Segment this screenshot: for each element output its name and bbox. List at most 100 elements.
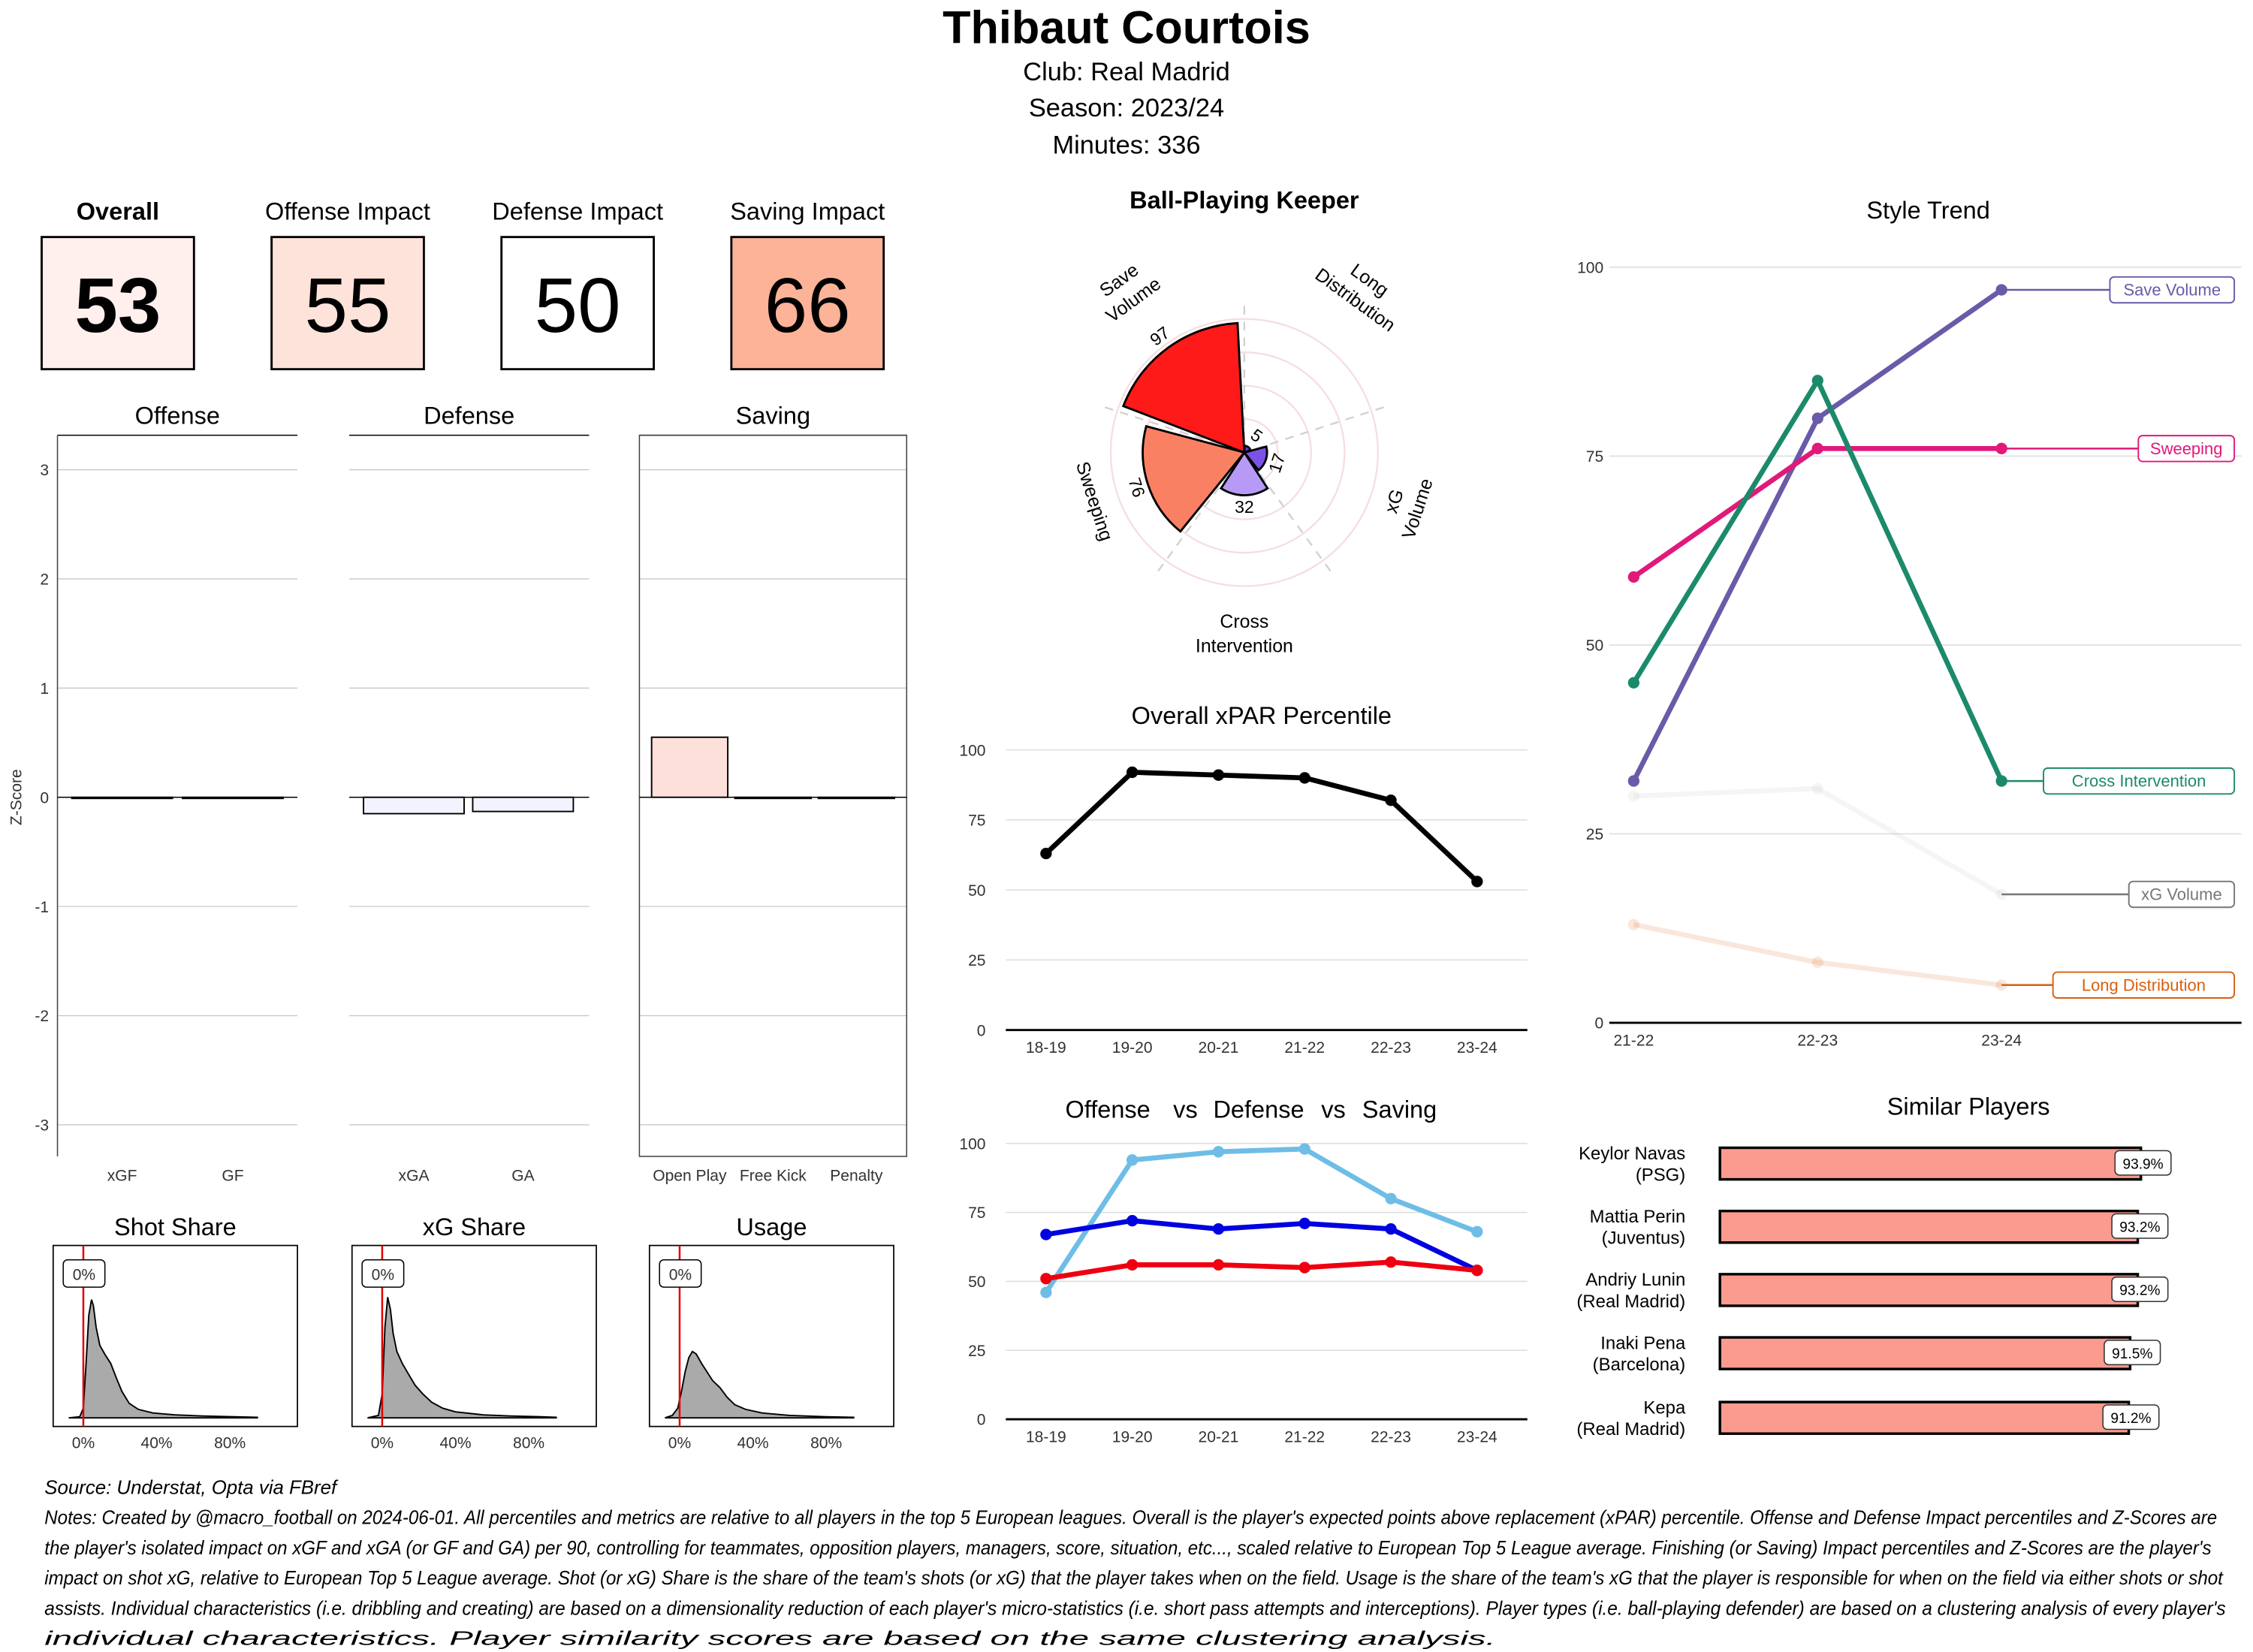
data-point	[1126, 766, 1139, 779]
x-tick-label: GA	[511, 1168, 534, 1185]
data-point	[1627, 918, 1640, 930]
radar-category-label: xGVolume	[1375, 469, 1437, 542]
similar-player-name: Mattia Perin (Juventus)	[1590, 1207, 1686, 1249]
y-tick-label: 50	[968, 1274, 985, 1291]
impact-label: Saving Impact	[730, 198, 885, 225]
share-density-charts: Shot Share 0% 0% 40% 80% xG Share 0% 0% 40% 80% Us…	[52, 1213, 894, 1452]
data-point	[1627, 775, 1640, 787]
data-point	[1627, 571, 1640, 583]
data-point	[1385, 794, 1397, 806]
similar-player-name: Inaki Pena (Barcelona)	[1593, 1333, 1686, 1375]
y-tick-label: 0	[1595, 1015, 1604, 1032]
club-label: Club: Real Madrid	[1023, 58, 1230, 86]
x-tick-label: 19-20	[1112, 1429, 1153, 1446]
player-name-line: Kepa	[1643, 1397, 1686, 1418]
x-tick-label: 22-23	[1371, 1039, 1411, 1057]
series-line	[1632, 445, 2002, 580]
data-point	[1471, 1225, 1483, 1237]
sector-divider	[1250, 461, 1336, 577]
style-trend-chart: Style Trend 0 25 50 75 100 21-22 22-23 23-24 Long…	[1577, 197, 2242, 1050]
source-note: Source: Understat, Opta via FBref	[44, 1478, 339, 1499]
data-point	[1212, 1222, 1225, 1235]
radar-category-line: Cross	[1220, 611, 1268, 632]
y-tick-label: 3	[40, 462, 49, 479]
x-tick-label: Penalty	[830, 1168, 883, 1185]
panel-title: Offense	[135, 402, 220, 429]
player-name-line: Inaki Pena	[1600, 1333, 1686, 1353]
similarity-bar	[1718, 1400, 2131, 1435]
similarity-label: 93.2%	[2119, 1219, 2160, 1235]
data-point	[1298, 1262, 1310, 1274]
impact-box	[730, 236, 885, 371]
data-point	[1811, 782, 1823, 794]
x-tick-label: 23-24	[1457, 1429, 1497, 1446]
x-tick-label: 80%	[810, 1434, 842, 1452]
notes-line: the player's isolated impact on xGF and …	[44, 1538, 2211, 1559]
similar-player-name: Keylor Navas (PSG)	[1579, 1144, 1685, 1186]
radar-category-line: xG	[1380, 487, 1407, 516]
sector-divider	[1255, 404, 1391, 450]
x-tick-label: GF	[222, 1168, 243, 1185]
y-tick-label: 25	[968, 1343, 985, 1360]
x-tick-label: 0%	[72, 1434, 95, 1452]
impact-value: 53	[74, 261, 161, 348]
series-label-box	[2109, 276, 2236, 304]
series-label: Sweeping	[2150, 439, 2223, 458]
y-tick-label: 0	[40, 789, 49, 806]
impact-label: Overall	[77, 198, 159, 225]
radar-value-label: 17	[1265, 451, 1289, 475]
y-tick-label: 75	[968, 812, 985, 830]
zscore-bar	[363, 796, 465, 815]
offense-defense-saving-chart: Offense vs Defense vs Saving 0 25 50 75 100 18-19 1…	[959, 1096, 1528, 1446]
x-tick-label: 40%	[737, 1434, 769, 1452]
footer: Source: Understat, Opta via FBref Notes:…	[44, 1478, 2225, 1650]
data-point	[1040, 847, 1052, 860]
data-point	[1126, 1214, 1139, 1227]
x-tick-label: 80%	[214, 1434, 246, 1452]
y-tick-label: 0	[977, 1022, 986, 1039]
player-name-line: (PSG)	[1636, 1165, 1685, 1186]
notes-line: impact on shot xG, relative to European …	[44, 1568, 2224, 1589]
x-tick-label: 21-22	[1284, 1429, 1325, 1446]
chart-title-part: Defense	[1213, 1096, 1304, 1123]
series-line	[1045, 1218, 1479, 1273]
y-tick-label: 75	[968, 1204, 985, 1222]
series-label: Long Distribution	[2082, 975, 2206, 994]
data-point	[1471, 876, 1483, 888]
impact-value: 50	[535, 261, 621, 348]
panel-title: xG Share	[423, 1213, 526, 1241]
player-name-line: Andriy Lunin	[1585, 1270, 1685, 1290]
chart-title: Overall xPAR Percentile	[1132, 702, 1392, 729]
sector-divider	[1153, 461, 1238, 577]
x-tick-label: 20-21	[1199, 1429, 1239, 1446]
notes-line: Notes: Created by @macro_football on 202…	[44, 1508, 2217, 1529]
y-tick-label: 25	[1586, 826, 1603, 843]
series-label: xG Volume	[2141, 885, 2222, 904]
x-tick-label: 23-24	[1981, 1032, 2022, 1050]
data-point	[1040, 1286, 1052, 1298]
series-line	[1044, 1146, 1479, 1294]
xpar-percentile-chart: Overall xPAR Percentile 0 25 50 75 100 18-19 19…	[959, 702, 1528, 1057]
impact-label: Defense Impact	[492, 198, 663, 225]
x-tick-label: 40%	[140, 1434, 172, 1452]
player-name-line: Keylor Navas	[1579, 1144, 1685, 1164]
series-label-box	[2052, 971, 2236, 999]
data-point	[1627, 677, 1640, 689]
chart-title: Similar Players	[1887, 1093, 2050, 1120]
chart-title-part: Saving	[1362, 1096, 1437, 1123]
marker-label: 0%	[372, 1267, 394, 1284]
data-point	[1471, 1265, 1483, 1277]
impact-box	[270, 236, 425, 371]
x-tick-label: 18-19	[1026, 1429, 1066, 1446]
similarity-label-box	[2111, 1276, 2169, 1302]
x-tick-label: 19-20	[1112, 1039, 1153, 1057]
season-label: Season: 2023/24	[1029, 94, 1224, 122]
data-point	[1212, 769, 1225, 781]
chart-title: Ball-Playing Keeper	[1130, 186, 1359, 213]
impact-label: Offense Impact	[265, 198, 430, 225]
chart-title-part: vs	[1321, 1096, 1346, 1123]
panel-title: Shot Share	[114, 1213, 237, 1241]
x-tick-label: 18-19	[1026, 1039, 1066, 1057]
density-area	[68, 1299, 258, 1419]
